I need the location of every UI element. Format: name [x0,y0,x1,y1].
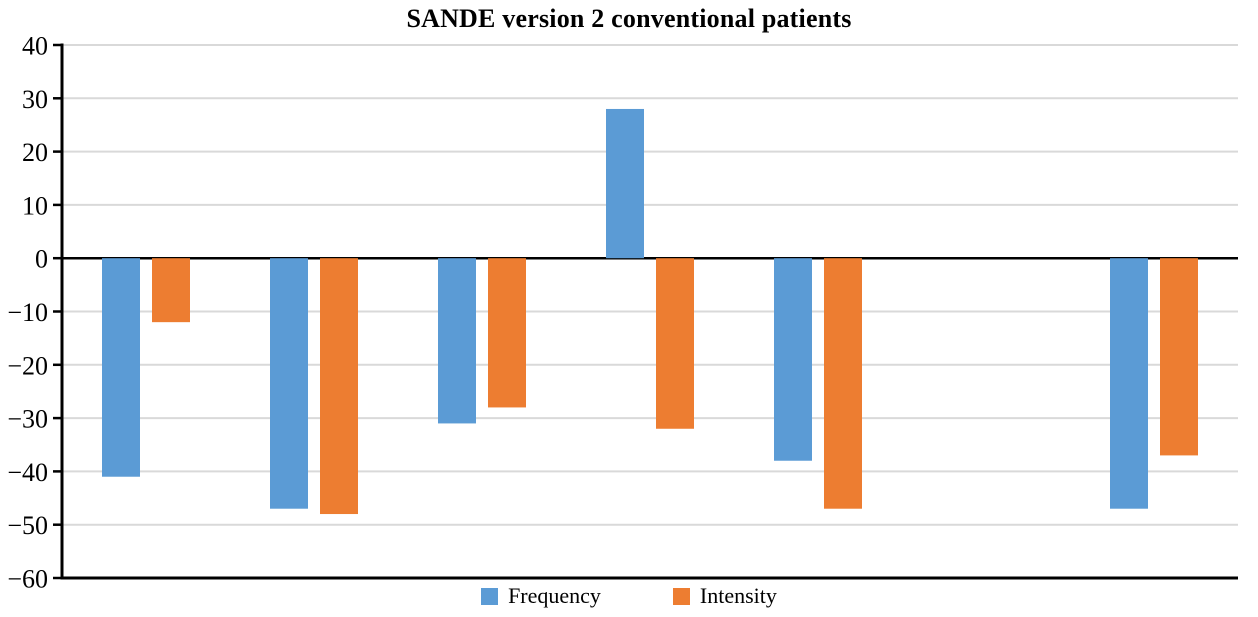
y-tick-label: 0 [35,245,48,274]
bar-intensity-group2 [320,258,358,515]
y-tick-label: 20 [22,138,48,167]
legend-item-frequency: Frequency [481,583,601,609]
legend-swatch-intensity [672,587,690,605]
y-tick-label: −60 [7,565,48,594]
bar-intensity-group4 [656,258,694,429]
y-tick-label: −40 [7,458,48,487]
y-tick-label: 10 [22,191,48,220]
y-tick-label: 30 [22,85,48,114]
legend: Frequency Intensity [0,583,1258,609]
bar-intensity-group5 [824,258,862,509]
bar-frequency-group5 [774,258,812,461]
bar-frequency-group7 [1110,258,1148,509]
y-tick-label: −30 [7,405,48,434]
y-tick-label: −10 [7,298,48,327]
bar-frequency-group4 [606,108,644,259]
bar-intensity-group1 [152,258,190,323]
bar-frequency-group1 [102,258,140,477]
chart-title: SANDE version 2 conventional patients [406,4,852,33]
bar-frequency-group3 [438,258,476,424]
bar-intensity-group7 [1160,258,1198,456]
legend-label-frequency: Frequency [508,583,601,608]
y-tick-label: −50 [7,511,48,540]
y-tick-label: −20 [7,351,48,380]
legend-swatch-frequency [481,587,499,605]
bar-intensity-group3 [488,258,526,408]
legend-item-intensity: Intensity [672,583,777,609]
bar-frequency-group2 [270,258,308,509]
y-tick-label: 40 [22,32,48,61]
legend-label-intensity: Intensity [699,583,777,608]
